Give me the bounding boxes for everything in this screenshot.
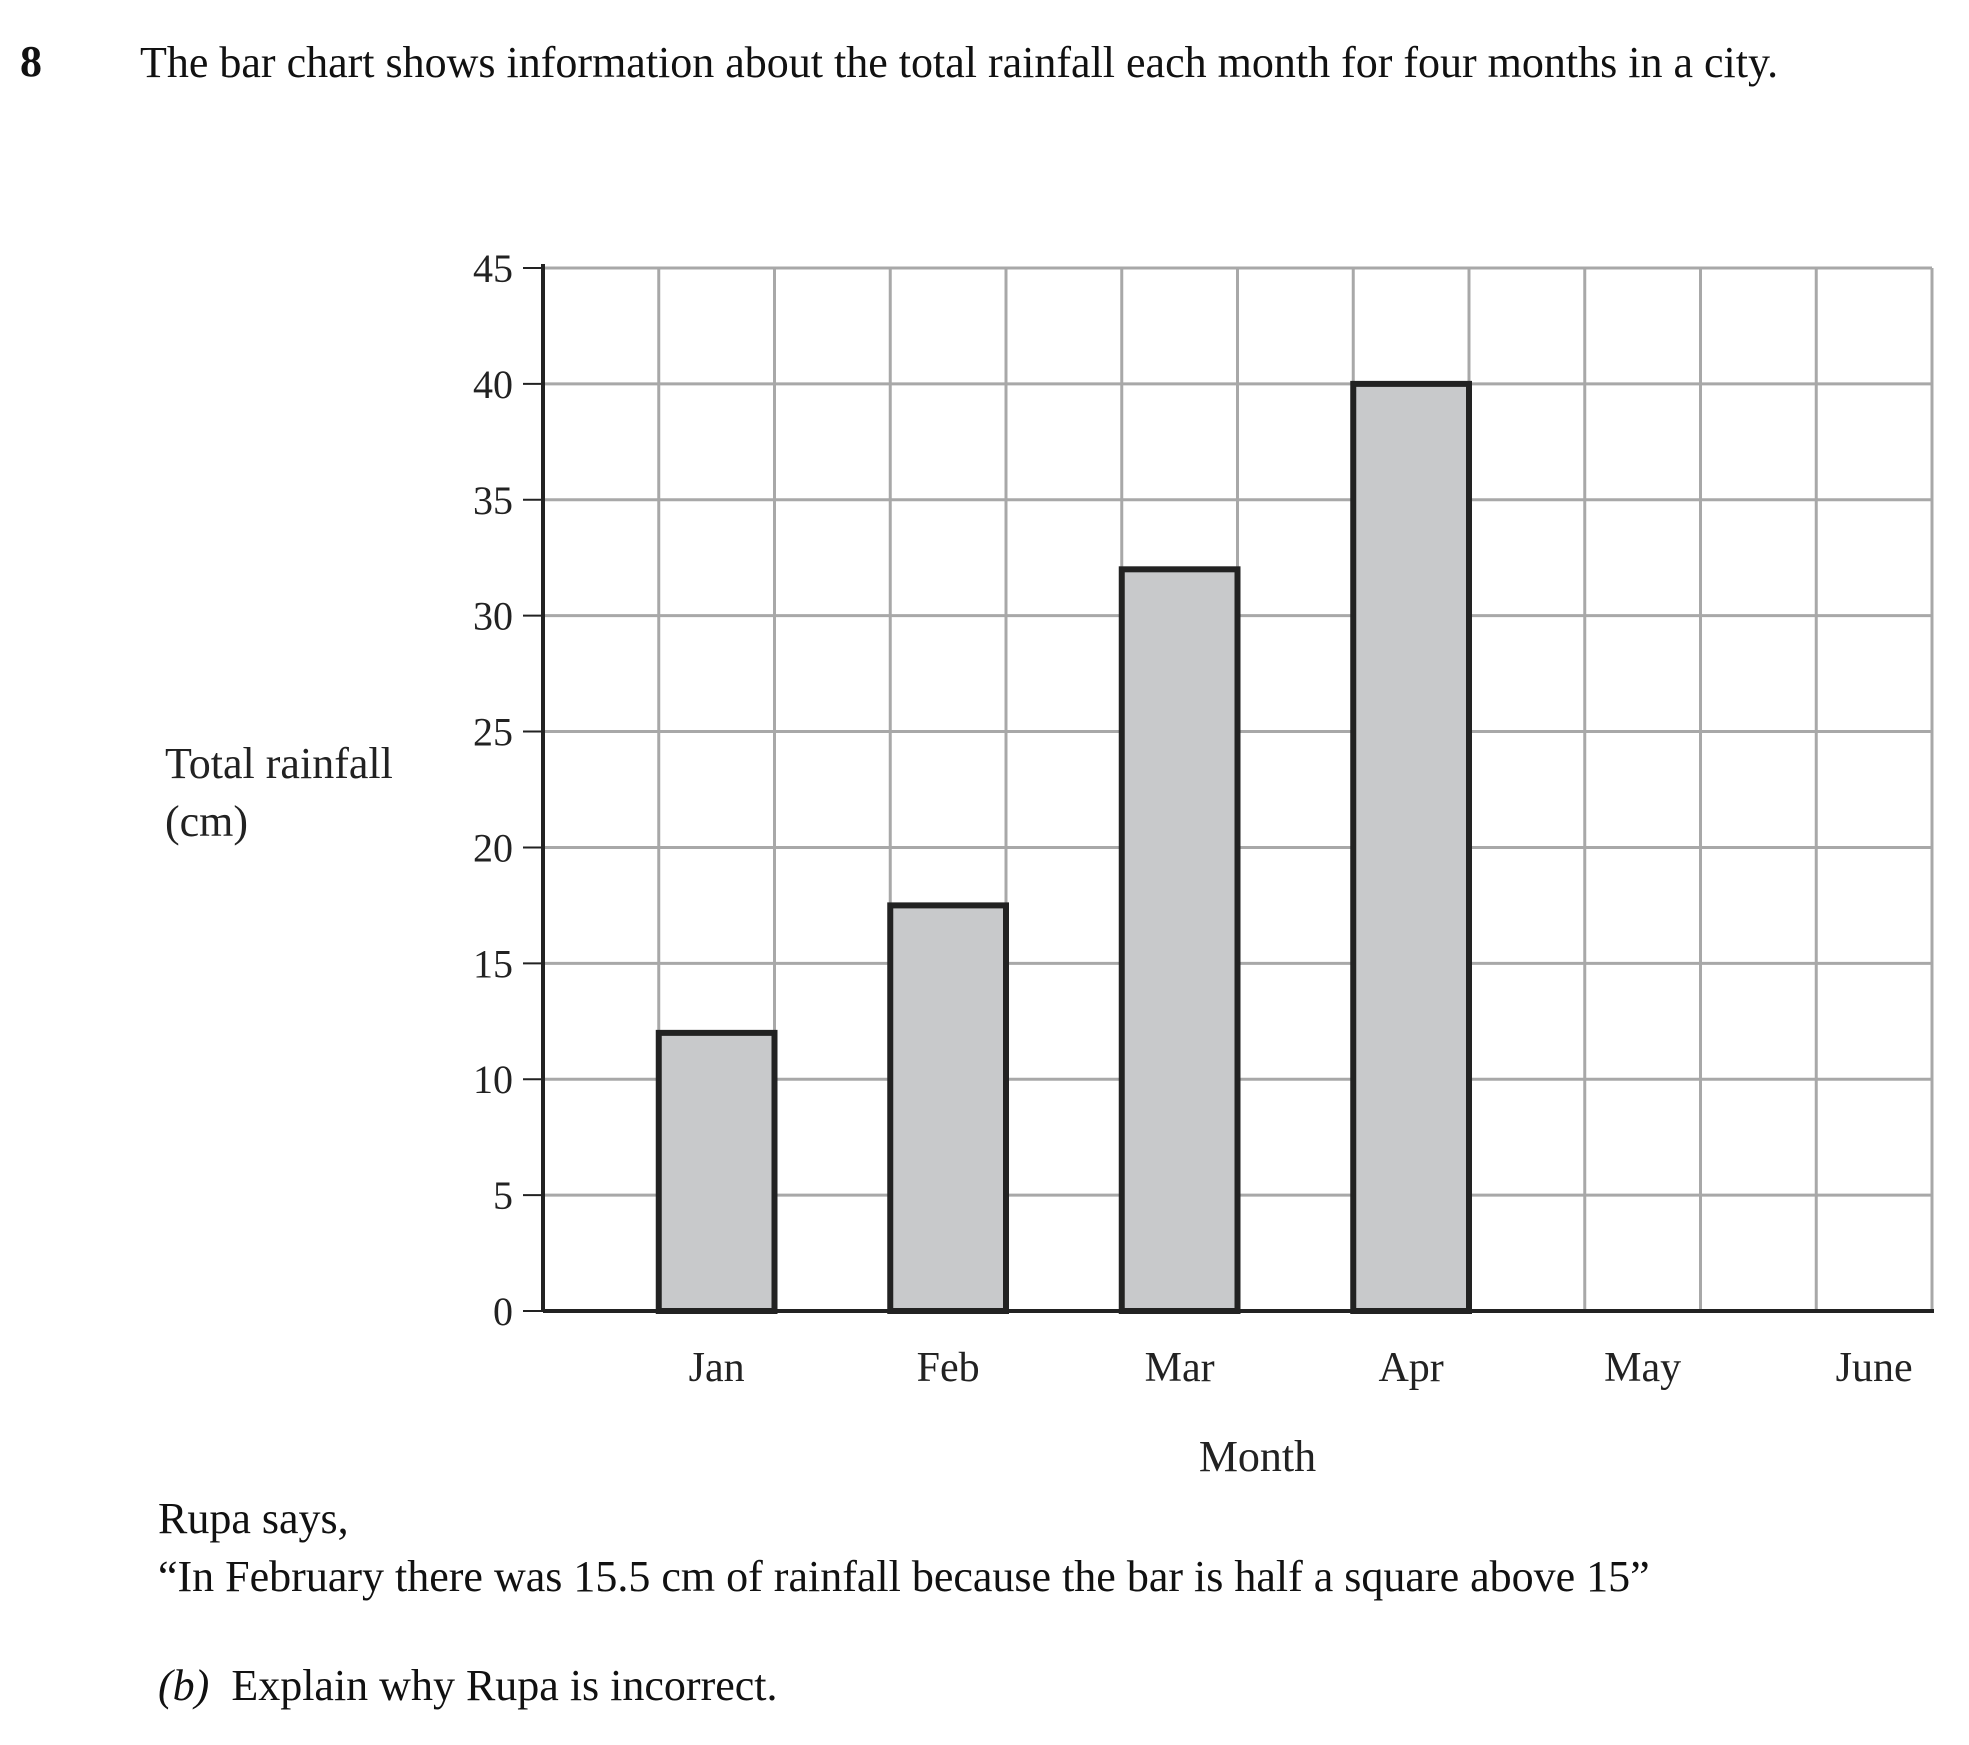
x-axis-label: Month <box>1199 1432 1316 1480</box>
question-number: 8 <box>20 37 42 86</box>
y-axis-label: (cm) <box>165 797 248 846</box>
y-tick-label: 45 <box>473 246 513 291</box>
y-tick-label: 20 <box>473 825 513 870</box>
x-category-label: Apr <box>1378 1345 1443 1391</box>
y-tick-label: 5 <box>493 1173 513 1218</box>
y-axis-label: Total rainfall <box>165 739 393 788</box>
y-tick-label: 35 <box>473 478 513 523</box>
rupa-quote: “In February there was 15.5 cm of rainfa… <box>158 1552 1650 1601</box>
bar-mar <box>1118 566 1241 1314</box>
rainfall-bar-chart: 0 5 10 15 20 25 30 35 40 45 Jan Feb Mar Apr May June Mon… <box>165 246 1934 1480</box>
question-b-text: Explain why Rupa is incorrect. <box>231 1661 778 1710</box>
y-tick-label: 25 <box>473 710 513 755</box>
x-category-label: May <box>1604 1345 1681 1391</box>
question-b: (b) Explain why Rupa is incorrect. <box>158 1660 778 1711</box>
question-b-part-label: (b) <box>158 1661 210 1710</box>
x-category-label: Mar <box>1145 1345 1215 1391</box>
bar-apr <box>1350 380 1472 1314</box>
chart-axes <box>523 264 1934 1313</box>
y-tick-label: 15 <box>473 941 513 986</box>
rupa-says-line: Rupa says, <box>158 1494 349 1543</box>
question-intro: The bar chart shows information about th… <box>140 38 1779 87</box>
y-tick-label: 30 <box>473 594 513 639</box>
x-category-label: June <box>1836 1345 1913 1391</box>
bar-jan <box>655 1029 778 1315</box>
x-category-label: Feb <box>917 1345 980 1391</box>
bar-feb <box>887 902 1009 1315</box>
chart-labels: 0 5 10 15 20 25 30 35 40 45 Jan Feb Mar Apr May June Mon… <box>165 246 1913 1480</box>
y-tick-label: 40 <box>473 362 513 407</box>
x-category-label: Jan <box>689 1345 745 1391</box>
chart-bars <box>655 380 1472 1315</box>
y-tick-label: 10 <box>473 1057 513 1102</box>
y-tick-label: 0 <box>493 1289 513 1334</box>
